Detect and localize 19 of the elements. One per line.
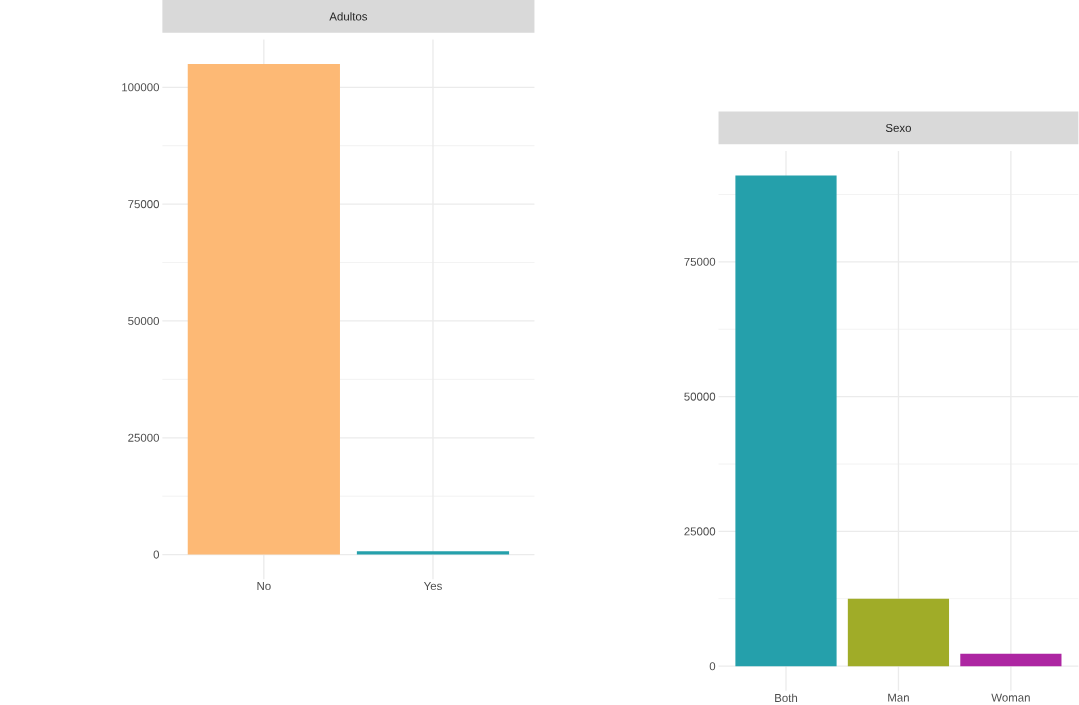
x-tick-label: Both — [775, 693, 798, 702]
bar — [960, 653, 1062, 667]
y-tick-label: 50000 — [128, 316, 160, 325]
x-tick-label: Woman — [991, 693, 1030, 702]
bar — [847, 598, 950, 667]
x-tick-label: Man — [888, 693, 909, 702]
chart-title: Sexo — [885, 123, 911, 132]
y-tick-label: 25000 — [128, 433, 160, 442]
y-tick-label: 50000 — [684, 392, 716, 401]
y-tick-label: 0 — [709, 662, 716, 671]
chart-title: Adultos — [329, 11, 368, 21]
y-tick-label: 0 — [153, 550, 160, 559]
y-tick-label: 25000 — [684, 527, 716, 536]
x-tick-label: No — [257, 581, 271, 590]
x-tick-label: Yes — [423, 581, 442, 590]
y-tick-label: 75000 — [128, 199, 160, 209]
y-tick-label: 100000 — [122, 83, 160, 92]
bar — [735, 175, 837, 667]
y-tick-label: 75000 — [684, 257, 716, 266]
